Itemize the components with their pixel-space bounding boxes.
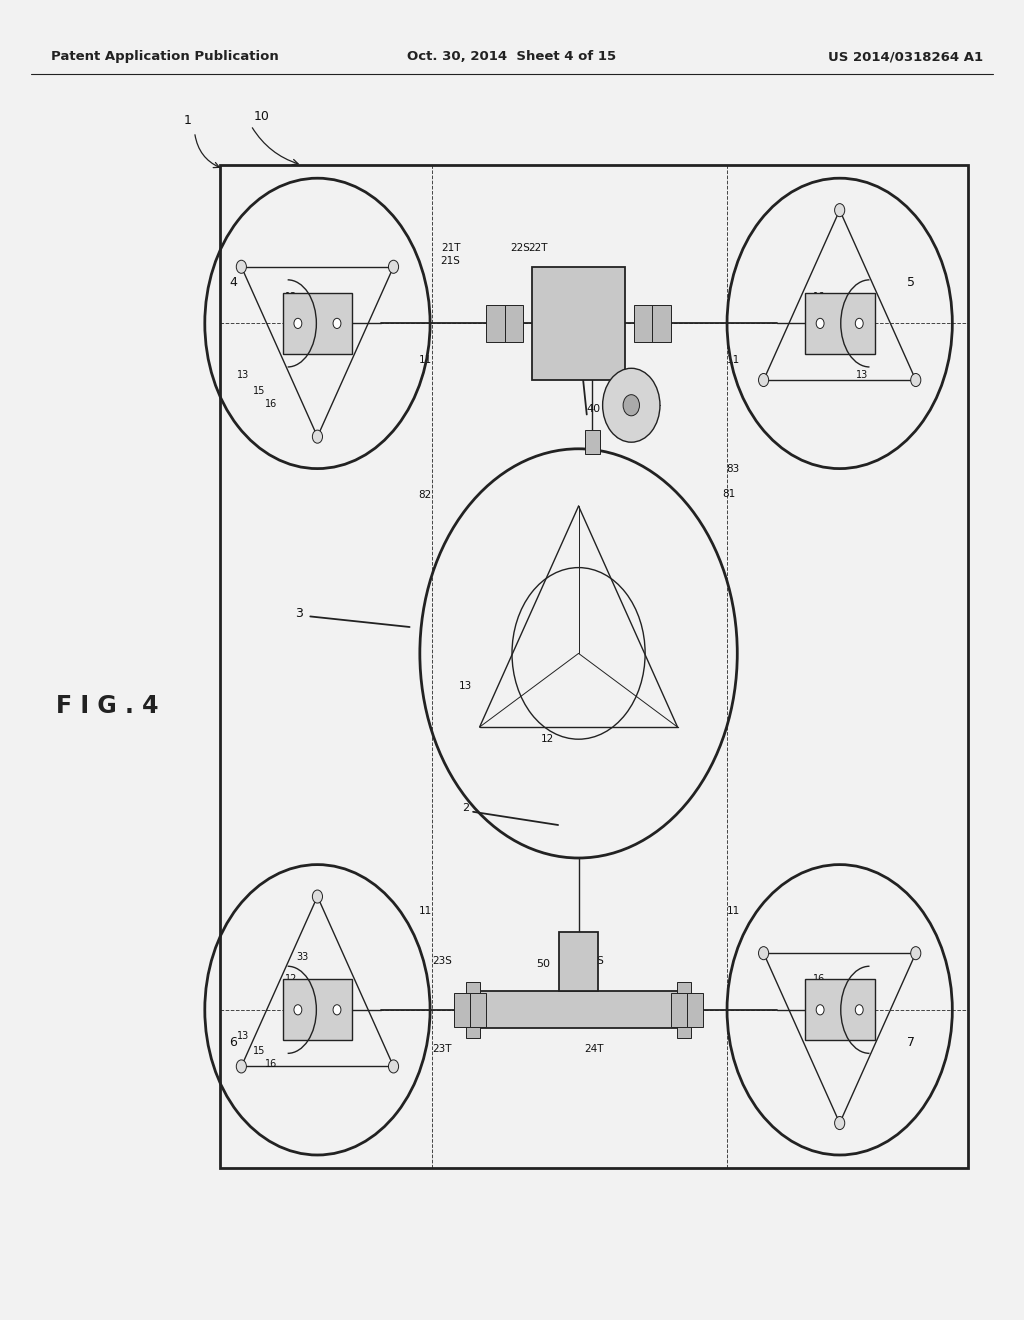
Bar bbox=[559, 932, 598, 991]
Text: 24S: 24S bbox=[584, 956, 604, 966]
Text: 33: 33 bbox=[296, 952, 308, 962]
Text: US 2014/0318264 A1: US 2014/0318264 A1 bbox=[828, 50, 983, 63]
Text: 12: 12 bbox=[542, 734, 554, 744]
Circle shape bbox=[294, 318, 302, 329]
Circle shape bbox=[237, 1060, 247, 1073]
Text: 81: 81 bbox=[723, 488, 735, 499]
Text: 3: 3 bbox=[295, 607, 303, 620]
Circle shape bbox=[312, 430, 323, 444]
Text: 13: 13 bbox=[237, 370, 249, 380]
Text: 15: 15 bbox=[823, 989, 836, 999]
Bar bbox=[476, 991, 681, 1028]
Bar bbox=[505, 305, 523, 342]
Text: 16: 16 bbox=[813, 292, 825, 302]
Text: 13: 13 bbox=[856, 1031, 868, 1041]
Circle shape bbox=[333, 318, 341, 329]
Text: 13: 13 bbox=[237, 1031, 249, 1041]
Circle shape bbox=[312, 890, 323, 903]
Text: 12: 12 bbox=[815, 1026, 827, 1036]
Circle shape bbox=[835, 203, 845, 216]
Text: 16: 16 bbox=[265, 1059, 278, 1069]
Bar bbox=[671, 993, 687, 1027]
Text: 16: 16 bbox=[813, 974, 825, 985]
Circle shape bbox=[910, 374, 921, 387]
Text: F I G . 4: F I G . 4 bbox=[56, 694, 159, 718]
Text: 83: 83 bbox=[727, 463, 739, 474]
Text: 15: 15 bbox=[253, 385, 265, 396]
Text: 22T: 22T bbox=[527, 243, 548, 253]
Bar bbox=[805, 293, 874, 354]
Circle shape bbox=[816, 1005, 824, 1015]
Bar bbox=[486, 305, 505, 342]
Text: 11: 11 bbox=[727, 355, 739, 366]
Circle shape bbox=[759, 374, 769, 387]
Circle shape bbox=[602, 368, 659, 442]
Text: 15: 15 bbox=[823, 309, 836, 319]
Text: 13: 13 bbox=[856, 370, 868, 380]
Text: 6: 6 bbox=[229, 1036, 238, 1049]
Bar bbox=[466, 982, 480, 1038]
Text: 40: 40 bbox=[587, 404, 601, 414]
Text: 12: 12 bbox=[285, 292, 297, 302]
Bar bbox=[677, 982, 691, 1038]
Text: 82: 82 bbox=[419, 490, 431, 500]
Circle shape bbox=[855, 1005, 863, 1015]
Bar bbox=[470, 993, 486, 1027]
Circle shape bbox=[835, 1117, 845, 1130]
Bar bbox=[634, 305, 652, 342]
Text: 21S: 21S bbox=[440, 256, 461, 267]
Text: 5: 5 bbox=[907, 276, 915, 289]
Bar bbox=[283, 979, 352, 1040]
Text: Oct. 30, 2014  Sheet 4 of 15: Oct. 30, 2014 Sheet 4 of 15 bbox=[408, 50, 616, 63]
Text: Patent Application Publication: Patent Application Publication bbox=[51, 50, 279, 63]
Text: 34: 34 bbox=[829, 1011, 842, 1022]
Text: 12: 12 bbox=[815, 329, 827, 339]
Text: 16: 16 bbox=[265, 399, 278, 409]
Bar bbox=[454, 993, 470, 1027]
Bar bbox=[585, 430, 599, 454]
Circle shape bbox=[816, 318, 824, 329]
Text: 10: 10 bbox=[253, 110, 269, 123]
Text: 31: 31 bbox=[296, 317, 308, 327]
Text: 12: 12 bbox=[285, 974, 297, 985]
Circle shape bbox=[388, 1060, 398, 1073]
Bar bbox=[652, 305, 671, 342]
Circle shape bbox=[910, 946, 921, 960]
Text: 50: 50 bbox=[536, 958, 550, 969]
Text: 15: 15 bbox=[253, 1045, 265, 1056]
Text: 11: 11 bbox=[419, 355, 431, 366]
Text: 24T: 24T bbox=[584, 1044, 604, 1055]
Bar bbox=[805, 979, 874, 1040]
Text: 23S: 23S bbox=[432, 956, 453, 966]
Bar bbox=[283, 293, 352, 354]
Circle shape bbox=[237, 260, 247, 273]
Circle shape bbox=[623, 395, 639, 416]
Circle shape bbox=[759, 946, 769, 960]
Text: 4: 4 bbox=[229, 276, 238, 289]
Text: 22S: 22S bbox=[510, 243, 530, 253]
Circle shape bbox=[333, 1005, 341, 1015]
Text: 2: 2 bbox=[463, 803, 469, 813]
Text: 11: 11 bbox=[727, 906, 739, 916]
Text: 11: 11 bbox=[419, 906, 431, 916]
Circle shape bbox=[388, 260, 398, 273]
Text: 21T: 21T bbox=[440, 243, 461, 253]
Bar bbox=[687, 993, 703, 1027]
Bar bbox=[220, 165, 968, 1168]
Circle shape bbox=[294, 1005, 302, 1015]
Text: 32: 32 bbox=[829, 315, 842, 326]
Text: 13: 13 bbox=[460, 681, 472, 692]
Text: 23T: 23T bbox=[432, 1044, 453, 1055]
Circle shape bbox=[855, 318, 863, 329]
Text: 1: 1 bbox=[183, 114, 191, 127]
Bar bbox=[532, 267, 625, 380]
Text: 7: 7 bbox=[907, 1036, 915, 1049]
